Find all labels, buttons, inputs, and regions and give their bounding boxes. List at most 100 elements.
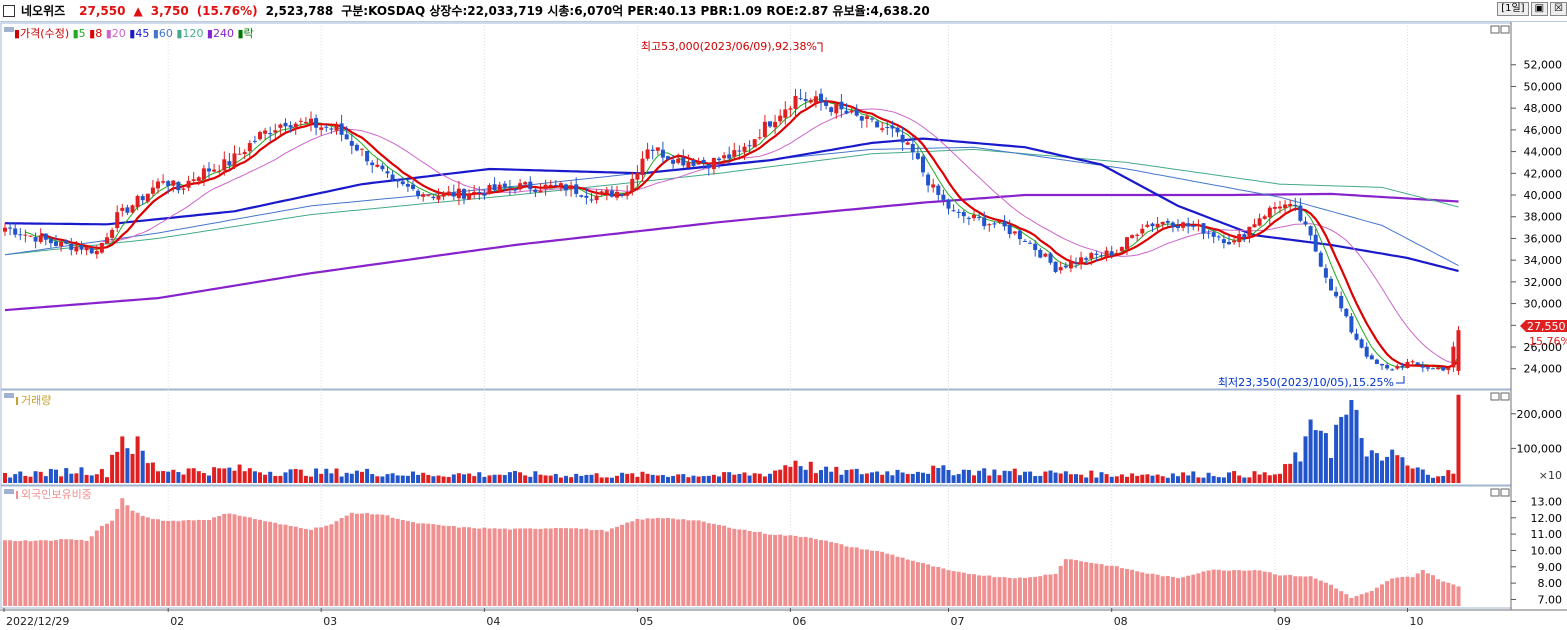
volume-bar: [813, 473, 818, 483]
candle: [987, 224, 992, 226]
candle: [385, 171, 390, 174]
candle: [79, 245, 84, 250]
volume-bar: [370, 474, 375, 483]
foreign-bar: [1247, 570, 1252, 606]
volume-bar: [237, 464, 242, 483]
candle: [553, 184, 558, 186]
close-button[interactable]: ☒: [1550, 2, 1567, 16]
candle: [528, 181, 533, 190]
volume-bar: [701, 476, 706, 483]
candle: [1043, 253, 1048, 257]
foreign-bar: [1313, 578, 1318, 606]
volume-bar: [1364, 456, 1369, 483]
volume-bar: [1089, 470, 1094, 483]
volume-bar: [441, 476, 446, 483]
foreign-bar: [1007, 577, 1012, 606]
candle: [1252, 224, 1257, 228]
volume-bar: [609, 477, 614, 483]
candle: [778, 115, 783, 122]
moving-averages: [4, 97, 1460, 370]
foreign-bar: [1048, 574, 1053, 606]
volume-bar: [1278, 473, 1282, 483]
foreign-bar: [79, 539, 84, 606]
volume-bar: [1033, 476, 1038, 483]
stock-header: 네오위즈 27,550 ▲ 3,750 (15.76%) 2,523,788 구…: [0, 0, 1567, 22]
foreign-tick-label: 8.00: [1538, 577, 1563, 590]
volume-bar: [456, 473, 461, 483]
volume-bar: [431, 476, 436, 483]
volume-bar: [1441, 475, 1446, 483]
select-checkbox[interactable]: [3, 4, 15, 17]
foreign-bar: [191, 520, 196, 606]
volume-bar: [400, 475, 405, 483]
foreign-bar: [773, 534, 778, 606]
candle: [99, 242, 104, 253]
candle: [1303, 221, 1308, 225]
foreign-bar: [1374, 587, 1379, 606]
candle: [762, 121, 767, 137]
panel-buttons[interactable]: [1490, 25, 1510, 497]
period-button[interactable]: [1일]: [1497, 2, 1529, 16]
foreign-bar: [553, 527, 558, 606]
foreign-bar: [824, 540, 829, 606]
candle: [701, 159, 706, 164]
volume-bar: [196, 471, 201, 483]
foreign-bar: [1140, 572, 1145, 606]
foreign-bar: [1436, 579, 1441, 606]
foreign-bar: [1170, 576, 1175, 606]
ma20-line: [101, 108, 1459, 364]
volume-bar: [946, 469, 951, 483]
candle: [870, 118, 874, 120]
candle: [696, 161, 701, 165]
volume-bar: [59, 476, 64, 483]
volume-bar: [905, 474, 910, 483]
candle: [711, 157, 716, 170]
foreign-bar: [589, 530, 594, 606]
candle: [1012, 231, 1017, 234]
volume-bar: [171, 469, 176, 483]
candle: [283, 122, 288, 127]
foreign-bar: [1104, 565, 1109, 606]
candle: [961, 212, 966, 217]
foreign-bar: [1206, 570, 1211, 606]
candle: [574, 184, 579, 194]
foreign-bar: [1344, 594, 1349, 606]
candle: [1278, 206, 1282, 209]
volume-bar: [375, 476, 380, 483]
volume-bar: [1323, 433, 1328, 483]
foreign-bar: [1349, 597, 1354, 606]
foreign-bar: [1002, 577, 1007, 606]
month-label: 2022/12/29: [6, 615, 69, 628]
candle: [1074, 262, 1078, 264]
candle: [1145, 224, 1150, 227]
candle: [655, 147, 660, 151]
foreign-bar: [441, 525, 446, 606]
candle: [191, 179, 196, 181]
candle: [1369, 355, 1374, 360]
volume-bar: [1048, 470, 1053, 483]
volume-bar: [762, 476, 767, 483]
foreign-bar: [808, 537, 813, 606]
volume-bar: [1068, 474, 1073, 483]
volume-bar: [1415, 467, 1420, 483]
foreign-bar: [232, 514, 237, 606]
volume-bar: [778, 469, 783, 483]
candle: [502, 183, 507, 187]
volume-bar: [79, 467, 84, 483]
candle: [910, 143, 915, 153]
foreign-bar: [594, 529, 599, 606]
restore-button[interactable]: ▣: [1530, 2, 1549, 16]
foreign-bar: [405, 521, 410, 606]
foreign-bar: [74, 539, 79, 606]
foreign-bar: [273, 522, 278, 606]
volume-bar: [385, 474, 390, 483]
volume-bar: [502, 475, 507, 483]
candle: [905, 142, 910, 145]
volume-bar: [1329, 458, 1333, 483]
candle: [344, 134, 349, 140]
candle: [1405, 361, 1410, 369]
candle: [400, 181, 405, 185]
foreign-bar: [783, 535, 788, 606]
candle: [1063, 265, 1068, 268]
volume-bar: [1211, 476, 1216, 483]
